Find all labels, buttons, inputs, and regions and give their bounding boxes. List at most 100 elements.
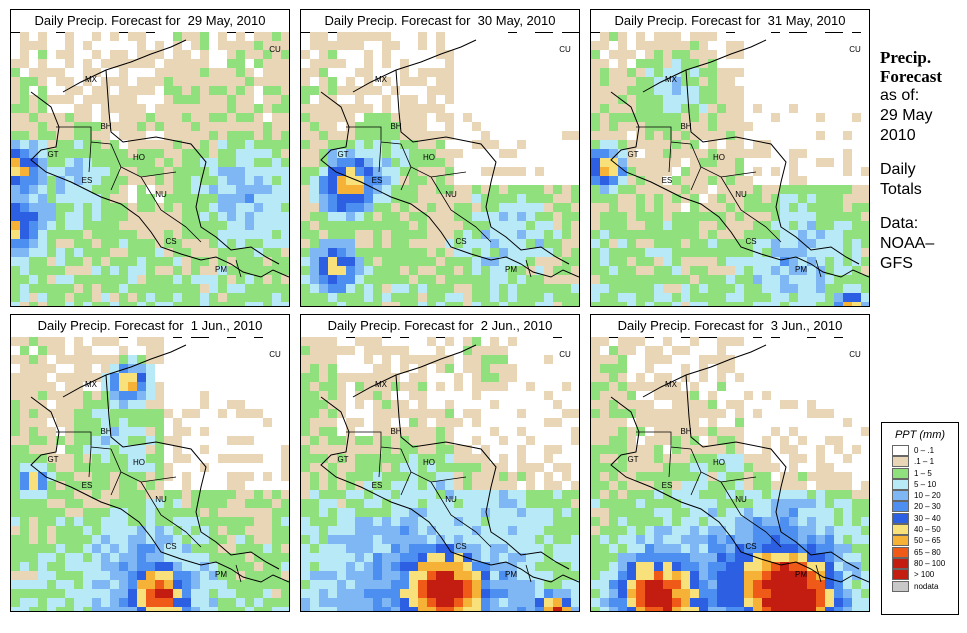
precip-cell [807,122,816,131]
precip-cell [508,140,517,149]
precip-cell [780,436,789,445]
precip-cell [636,77,645,86]
precip-cell [672,68,681,77]
precip-cell [553,481,562,490]
precip-cell [762,212,771,221]
precip-cell [65,589,74,598]
precip-cell [146,454,155,463]
precip-cell [11,553,20,562]
precip-cell [328,86,337,95]
precip-cell [200,86,209,95]
precip-cell [591,131,600,140]
precip-cell [436,508,445,517]
precip-cell [281,266,289,275]
precip-cell [11,445,20,454]
precip-cell [245,454,254,463]
precip-cell [382,104,391,113]
precip-cell [301,86,310,95]
precip-cell [56,580,65,589]
precip-cell [227,598,236,607]
precip-cell [454,508,463,517]
precip-cell [463,607,472,611]
precip-cell [798,140,807,149]
precip-cell [182,149,191,158]
precip-cell [618,176,627,185]
precip-cell [445,544,454,553]
precip-cell [571,266,579,275]
precip-cell [209,535,218,544]
precip-cell [382,122,391,131]
precip-cell [562,508,571,517]
precip-cell [535,203,544,212]
precip-cell [328,221,337,230]
precip-cell [544,293,553,302]
precip-cell [400,230,409,239]
precip-cell [663,50,672,59]
precip-cell [245,77,254,86]
precip-cell [65,212,74,221]
precip-cell [119,167,128,176]
precip-cell [272,580,281,589]
precip-cell [65,382,74,391]
precip-cell [681,275,690,284]
precip-cell [38,275,47,284]
precip-cell [209,68,218,77]
precip-cell [191,427,200,436]
precip-cell [83,436,92,445]
precip-cell [29,32,38,41]
precip-cell [164,607,173,611]
precip-cell [418,598,427,607]
precip-cell [780,454,789,463]
precip-cell [101,140,110,149]
precip-cell [843,382,852,391]
precip-cell [355,445,364,454]
precip-cell [355,122,364,131]
precip-cell [436,598,445,607]
precip-cell [346,104,355,113]
precip-cell [38,239,47,248]
precip-cell [717,104,726,113]
precip-cell [618,59,627,68]
precip-cell [164,59,173,68]
precip-cell [843,284,852,293]
precip-cell [382,221,391,230]
precip-cell [463,445,472,454]
coastline [352,344,570,570]
precip-cell [74,239,83,248]
precip-cell [618,194,627,203]
precip-cell [418,481,427,490]
precip-cell [218,131,227,140]
precip-cell [101,355,110,364]
precip-cell [236,580,245,589]
precip-cell [600,346,609,355]
precip-cell [119,400,128,409]
precip-cell [128,481,137,490]
precip-cell [600,463,609,472]
precip-cell [382,59,391,68]
precip-cell [20,302,29,306]
precip-cell [83,589,92,598]
precip-cell [708,167,717,176]
precip-cell [427,167,436,176]
precip-cell [391,230,400,239]
precip-cell [717,113,726,122]
precip-cell [364,239,373,248]
precip-cell [454,239,463,248]
precip-cell [400,427,409,436]
precip-cell [245,391,254,400]
precip-cell [445,275,454,284]
precip-cell [445,499,454,508]
precip-cell [155,104,164,113]
precip-cell [409,490,418,499]
precip-cell [56,544,65,553]
precip-cell [517,50,526,59]
precip-cell [47,571,56,580]
precip-cell [735,113,744,122]
precip-cell [218,499,227,508]
precip-cell [236,499,245,508]
precip-cell [463,490,472,499]
precip-cell [245,284,254,293]
country-label: MX [375,75,388,84]
precip-cell [627,364,636,373]
precip-cell [373,337,382,346]
